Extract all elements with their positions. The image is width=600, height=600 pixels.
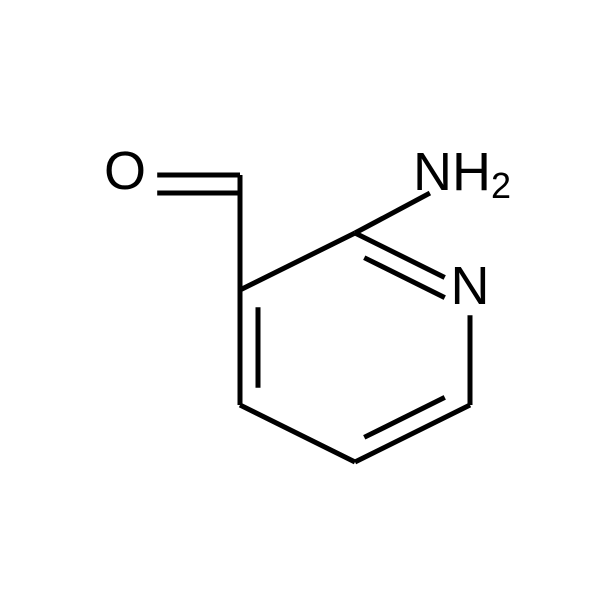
atom-label-o: O — [104, 141, 146, 201]
atom-label-n1: N — [451, 256, 490, 316]
atom-layer: O NH2 N — [104, 141, 511, 316]
bond — [240, 233, 355, 290]
bond — [364, 258, 445, 298]
bond-layer — [157, 175, 470, 462]
bond — [355, 233, 445, 277]
bond — [364, 397, 445, 437]
molecule-structure: O NH2 N — [0, 0, 600, 600]
atom-label-nh2: NH2 — [413, 142, 511, 205]
bond — [240, 405, 355, 462]
